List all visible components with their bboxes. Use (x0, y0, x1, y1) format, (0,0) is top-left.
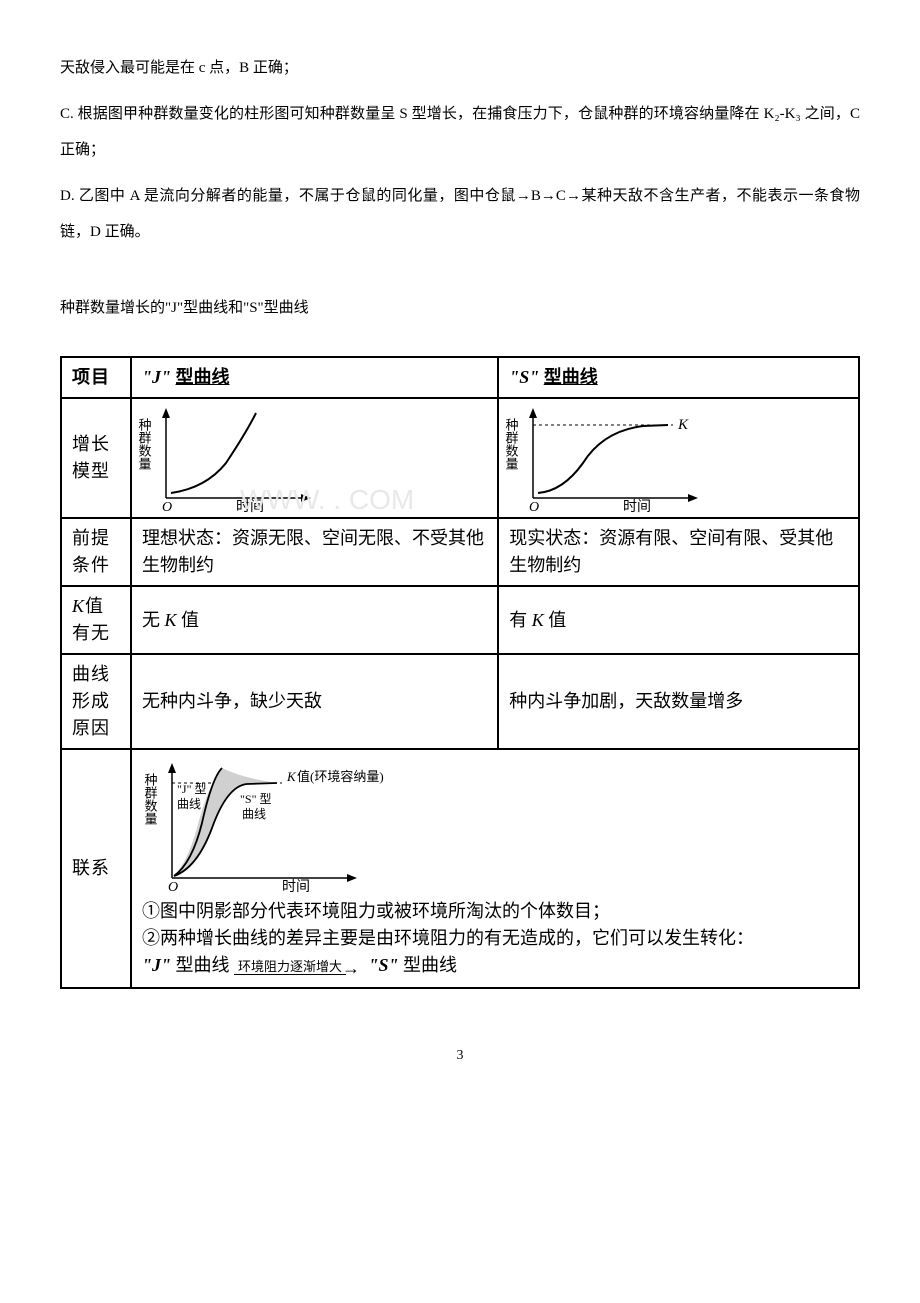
j-curve-chart-cell: 种群数量 O 时间 (131, 398, 498, 518)
row-precondition: 前提 条件 理想状态：资源无限、空间无限、不受其他生物制约 现实状态：资源有限、… (61, 518, 859, 586)
precondition-j: 理想状态：资源无限、空间无限、不受其他生物制约 (131, 518, 498, 586)
svg-text:时间: 时间 (282, 879, 310, 895)
section-title: 种群数量增长的"J"型曲线和"S"型曲线 (60, 290, 860, 326)
page-number: 3 (60, 1039, 860, 1073)
header-s-curve: "S" 型曲线 (498, 357, 859, 398)
paragraph-c: C. 根据图甲种群数量变化的柱形图可知种群数量呈 S 型增长，在捕食压力下，仓鼠… (60, 96, 860, 168)
svg-text:O: O (168, 880, 178, 895)
paragraph-intro: 天敌侵入最可能是在 c 点，B 正确； (60, 50, 860, 86)
paragraph-d: D. 乙图中 A 是流向分解者的能量，不属于仓鼠的同化量，图中仓鼠→B→C→某种… (60, 178, 860, 250)
s-curve-chart: 种群数量 K O 时间 (503, 403, 723, 513)
label-curve-cause: 曲线 形成 原因 (61, 654, 131, 749)
header-item: 项目 (61, 357, 131, 398)
origin-label: O (162, 500, 172, 513)
svg-text:曲线: 曲线 (242, 807, 266, 821)
row-growth-model: 增长 模型 种群数量 O 时间 (61, 398, 859, 518)
j-curve-chart: 种群数量 O 时间 (136, 403, 336, 513)
svg-text:曲线: 曲线 (177, 797, 201, 811)
s-curve-chart-cell: 种群数量 K O 时间 (498, 398, 859, 518)
svg-text:时间: 时间 (623, 499, 651, 513)
label-growth-model: 增长 模型 (61, 398, 131, 518)
curve-cause-s: 种内斗争加剧，天敌数量增多 (498, 654, 859, 749)
k-value-j: 无 K 值 (131, 586, 498, 654)
relation-content: 种群数量 K 值(环境容纳量) "J" 型 曲线 "S" 型 (131, 749, 859, 988)
curve-cause-j: 无种内斗争，缺少天敌 (131, 654, 498, 749)
k-label: K (677, 417, 689, 433)
svg-text:"J" 型: "J" 型 (177, 782, 206, 796)
svg-text:"S" 型: "S" 型 (240, 792, 271, 806)
svg-text:种群数量: 种群数量 (143, 773, 158, 825)
label-precondition: 前提 条件 (61, 518, 131, 586)
label-k-value: K值 有无 (61, 586, 131, 654)
relation-text-2: ②两种增长曲线的差异主要是由环境阻力的有无造成的，它们可以发生转化： (142, 925, 848, 952)
row-curve-cause: 曲线 形成 原因 无种内斗争，缺少天敌 种内斗争加剧，天敌数量增多 (61, 654, 859, 749)
svg-text:种群数量: 种群数量 (137, 418, 152, 470)
x-axis-label: 时间 (236, 499, 264, 513)
svg-text:K: K (286, 769, 297, 784)
relation-arrow-line: "J" 型曲线 环境阻力逐渐增大 → "S" 型曲线 (142, 952, 848, 979)
label-relation: 联系 (61, 749, 131, 988)
combined-chart: 种群数量 K 值(环境容纳量) "J" 型 曲线 "S" 型 (142, 758, 462, 898)
header-j-curve: "J" 型曲线 (131, 357, 498, 398)
svg-text:O: O (529, 500, 539, 513)
precondition-s: 现实状态：资源有限、空间有限、受其他生物制约 (498, 518, 859, 586)
table-header-row: 项目 "J" 型曲线 "S" 型曲线 (61, 357, 859, 398)
svg-text:值(环境容纳量): 值(环境容纳量) (297, 769, 384, 784)
k-value-s: 有 K 值 (498, 586, 859, 654)
row-k-value: K值 有无 无 K 值 有 K 值 (61, 586, 859, 654)
row-relation: 联系 种群数量 K 值(环境容纳量) "J" 型 (61, 749, 859, 988)
relation-text-1: ①图中阴影部分代表环境阻力或被环境所淘汰的个体数目； (142, 898, 848, 925)
comparison-table: 项目 "J" 型曲线 "S" 型曲线 增长 模型 种群数量 (60, 356, 860, 989)
svg-text:种群数量: 种群数量 (504, 418, 519, 470)
